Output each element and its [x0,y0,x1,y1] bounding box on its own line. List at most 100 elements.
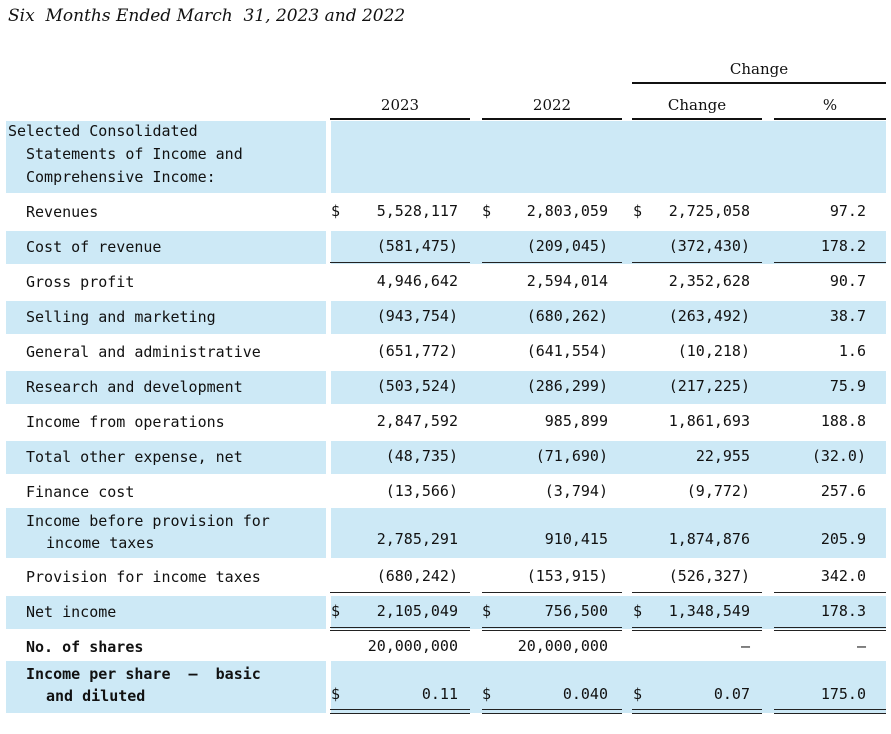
cell-c2023: (503,524) [376,377,458,395]
cell-pct: 175.0 [820,685,866,703]
section-label-line3: Comprehensive Income: [26,168,216,186]
cell-change: 1,348,549 [668,602,750,620]
row-label: Finance cost [26,483,135,501]
cell-underline [632,592,762,593]
currency-symbol: $ [633,202,643,220]
table-row [6,661,886,713]
row-label: Selling and marketing [26,308,216,326]
cell-underline [330,630,470,631]
row-label: Income per share – basic [26,665,261,683]
cell-pct: 178.2 [820,237,866,255]
currency-symbol: $ [482,685,492,703]
row-label: Provision for income taxes [26,568,261,586]
column-header-2023: 2023 [380,96,420,114]
cell-c2023: (13,566) [385,482,458,500]
table-row [6,371,886,404]
cell-c2022: (286,299) [526,377,608,395]
cell-c2022: 20,000,000 [517,637,608,655]
cell-double-underline [632,709,762,714]
cell-c2023: 20,000,000 [367,637,458,655]
row-label: Revenues [26,203,99,221]
cell-change: (9,772) [686,482,750,500]
cell-c2023: 0.11 [421,685,458,703]
cell-change: 2,725,058 [668,202,750,220]
cell-underline [482,592,622,593]
table-row [6,301,886,334]
cell-c2023: (680,242) [376,567,458,585]
cell-pct: 178.3 [820,602,866,620]
table-row [6,441,886,474]
column-header-2022: 2022 [532,96,572,114]
cell-underline [774,630,886,631]
cell-c2022: 2,594,014 [526,272,608,290]
cell-change: 22,955 [695,447,750,465]
cell-underline [330,592,470,593]
cell-c2023: 5,528,117 [376,202,458,220]
table-row [6,508,886,558]
header-rule-2022 [482,118,622,120]
cell-pct: 188.8 [820,412,866,430]
cell-change: 2,352,628 [668,272,750,290]
currency-symbol: $ [633,685,643,703]
currency-symbol: $ [331,685,341,703]
table-row [6,231,886,264]
row-label: Total other expense, net [26,448,243,466]
cell-c2023: (581,475) [376,237,458,255]
section-band [6,121,886,193]
cell-pct: 1.6 [838,342,866,360]
cell-underline [482,262,622,263]
column-header-percent: % [822,96,838,114]
row-label: Research and development [26,378,243,396]
cell-c2022: 985,899 [544,412,608,430]
cell-double-underline [774,709,886,714]
header-rule-2023 [330,118,470,120]
page-title: Six Months Ended March 31, 2023 and 2022 [8,6,406,26]
cell-underline [632,262,762,263]
change-group-rule [632,82,886,84]
currency-symbol: $ [633,602,643,620]
cell-change: (372,430) [668,237,750,255]
row-label-line2: and diluted [46,687,146,705]
cell-underline [774,627,886,628]
header-rule-change [632,118,762,120]
cell-c2023: 2,847,592 [376,412,458,430]
currency-symbol: $ [331,602,341,620]
currency-symbol: $ [331,202,341,220]
currency-symbol: $ [482,602,492,620]
cell-c2022: (209,045) [526,237,608,255]
cell-c2023: (943,754) [376,307,458,325]
cell-double-underline [330,709,470,714]
cell-underline [330,627,470,628]
cell-c2022: 0.040 [562,685,608,703]
cell-pct: 257.6 [820,482,866,500]
row-label: Net income [26,603,117,621]
cell-double-underline [482,709,622,714]
cell-underline [774,262,886,263]
cell-pct: — [856,637,866,655]
cell-pct: 97.2 [829,202,866,220]
cell-change: 1,874,876 [668,530,750,548]
cell-underline [632,630,762,631]
cell-change: 0.07 [713,685,750,703]
row-label: Cost of revenue [26,238,162,256]
section-label: Selected Consolidated [8,122,198,140]
cell-change: (10,218) [677,342,750,360]
cell-change: (263,492) [668,307,750,325]
change-group-header: Change [729,60,789,78]
cell-c2023: (651,772) [376,342,458,360]
row-label-line2: income taxes [46,534,155,552]
cell-underline [330,262,470,263]
cell-pct: 90.7 [829,272,866,290]
cell-pct: (32.0) [811,447,866,465]
cell-c2022: 756,500 [544,602,608,620]
currency-symbol: $ [482,202,492,220]
cell-change: (526,327) [668,567,750,585]
cell-c2023: 2,105,049 [376,602,458,620]
cell-pct: 38.7 [829,307,866,325]
cell-underline [632,627,762,628]
cell-pct: 205.9 [820,530,866,548]
cell-c2022: 910,415 [544,530,608,548]
cell-underline [482,630,622,631]
cell-c2022: (3,794) [544,482,608,500]
cell-underline [482,627,622,628]
